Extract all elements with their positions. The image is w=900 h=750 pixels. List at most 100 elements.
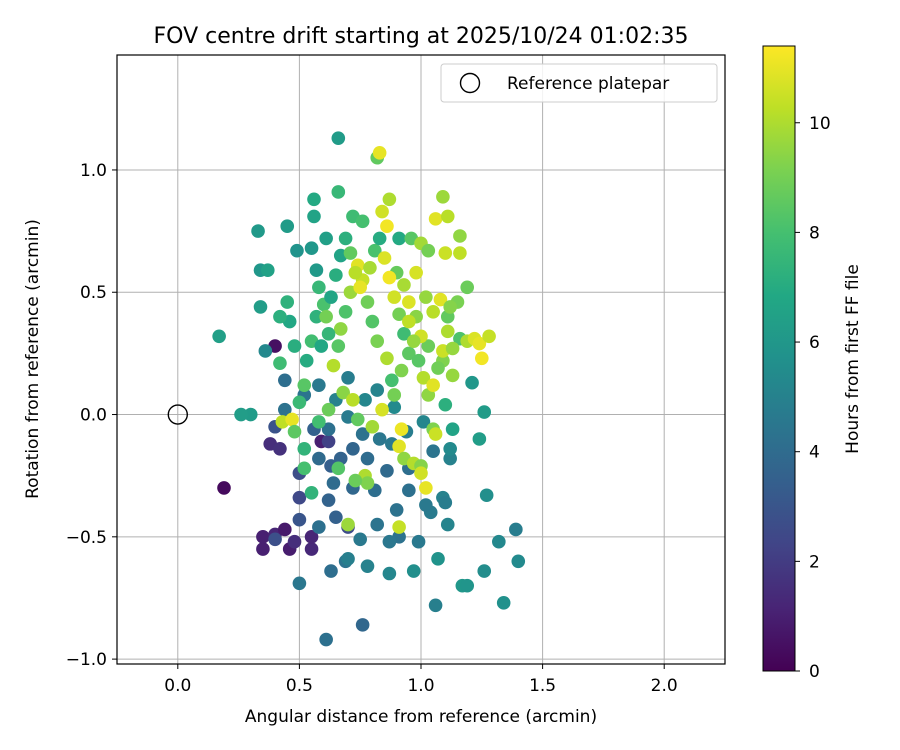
scatter-point bbox=[251, 224, 265, 238]
scatter-point bbox=[346, 441, 360, 456]
scatter-point bbox=[273, 309, 287, 324]
scatter-point bbox=[297, 378, 312, 392]
scatter-points bbox=[212, 131, 526, 647]
colorbar-gradient bbox=[762, 45, 796, 672]
scatter-point bbox=[445, 422, 460, 437]
scatter-point bbox=[304, 485, 319, 500]
scatter-point bbox=[372, 146, 387, 160]
scatter-point bbox=[365, 419, 380, 434]
scatter-point bbox=[397, 327, 411, 341]
scatter-point bbox=[346, 393, 360, 407]
x-tick-label: 2.0 bbox=[651, 676, 678, 696]
scatter-point bbox=[336, 385, 350, 400]
scatter-point bbox=[385, 373, 399, 388]
scatter-point bbox=[387, 290, 402, 304]
scatter-point bbox=[321, 434, 336, 449]
scatter-point bbox=[377, 251, 392, 265]
scatter-point bbox=[273, 441, 287, 456]
colorbar: 0 2 4 6 8 10 Hours from first FF file bbox=[762, 45, 863, 682]
scatter-point bbox=[348, 265, 363, 280]
scatter-point bbox=[280, 219, 295, 234]
scatter-point bbox=[421, 243, 436, 258]
scatter-point bbox=[414, 466, 428, 481]
scatter-point bbox=[321, 402, 336, 417]
scatter-point bbox=[285, 412, 299, 427]
scatter-point bbox=[460, 280, 475, 295]
scatter-point bbox=[360, 295, 375, 309]
scatter-point bbox=[431, 552, 445, 566]
scatter-point bbox=[370, 334, 385, 348]
scatter-point bbox=[280, 295, 295, 309]
y-tick-label: −1.0 bbox=[66, 650, 107, 670]
scatter-point bbox=[402, 295, 416, 309]
scatter-point bbox=[290, 243, 304, 258]
scatter-point bbox=[350, 412, 365, 427]
scatter-point bbox=[278, 402, 292, 417]
colorbar-tick-label: 10 bbox=[809, 114, 831, 134]
scatter-point bbox=[440, 324, 455, 339]
scatter-point bbox=[416, 371, 431, 385]
scatter-point bbox=[287, 339, 302, 353]
scatter-point bbox=[331, 185, 346, 199]
scatter-point bbox=[416, 415, 431, 429]
scatter-point bbox=[392, 520, 406, 534]
y-tick-label: 0.0 bbox=[80, 406, 107, 426]
scatter-point bbox=[324, 290, 338, 304]
scatter-point bbox=[287, 534, 302, 549]
scatter-point bbox=[326, 476, 341, 490]
scatter-point bbox=[453, 229, 467, 243]
scatter-point bbox=[312, 415, 326, 429]
scatter-point bbox=[217, 481, 231, 495]
colorbar-tick-label: 6 bbox=[809, 333, 820, 353]
scatter-point bbox=[253, 300, 268, 314]
scatter-point bbox=[372, 432, 387, 446]
scatter-point bbox=[443, 451, 457, 466]
scatter-point bbox=[511, 554, 526, 569]
scatter-point bbox=[360, 559, 375, 573]
scatter-point bbox=[392, 231, 406, 246]
scatter-point bbox=[370, 517, 385, 532]
scatter-point bbox=[326, 358, 341, 373]
scatter-point bbox=[394, 422, 409, 437]
scatter-point bbox=[319, 309, 333, 324]
scatter-point bbox=[387, 388, 402, 402]
scatter-point bbox=[243, 407, 258, 422]
scatter-point bbox=[355, 427, 370, 441]
scatter-point bbox=[438, 397, 453, 412]
colorbar-tick-label: 8 bbox=[809, 223, 820, 243]
scatter-point bbox=[465, 375, 479, 390]
y-axis-label: Rotation from reference (arcmin) bbox=[23, 219, 43, 499]
scatter-point bbox=[312, 280, 326, 295]
y-axis-ticks: −1.0 −0.5 0.0 0.5 1.0 bbox=[66, 161, 117, 670]
scatter-point bbox=[256, 530, 270, 544]
scatter-point bbox=[375, 402, 389, 417]
scatter-point bbox=[212, 329, 226, 344]
legend-open-circle-icon bbox=[459, 72, 481, 94]
scatter-point bbox=[445, 368, 460, 383]
scatter-point bbox=[411, 534, 426, 549]
scatter-point bbox=[260, 263, 275, 278]
scatter-point bbox=[341, 552, 355, 566]
legend: Reference platepar bbox=[440, 63, 718, 103]
x-axis-ticks: 0.0 0.5 1.0 1.5 2.0 bbox=[164, 664, 678, 696]
scatter-point bbox=[445, 341, 460, 356]
scatter-point bbox=[496, 596, 511, 610]
scatter-point bbox=[292, 490, 307, 505]
x-tick-label: 0.0 bbox=[164, 676, 191, 696]
scatter-point bbox=[353, 532, 368, 547]
scatter-point bbox=[292, 512, 307, 527]
scatter-point bbox=[402, 483, 416, 498]
scatter-point bbox=[460, 578, 475, 593]
scatter-point bbox=[331, 461, 346, 476]
scatter-point bbox=[477, 564, 492, 578]
scatter-point bbox=[329, 510, 343, 525]
scatter-point bbox=[419, 498, 433, 512]
scatter-point bbox=[329, 268, 343, 282]
scatter-point bbox=[343, 246, 358, 260]
scatter-point bbox=[331, 339, 346, 353]
scatter-point bbox=[380, 219, 394, 234]
scatter-point bbox=[475, 351, 489, 366]
scatter-point bbox=[287, 424, 302, 439]
scatter-point bbox=[319, 231, 333, 246]
legend-box bbox=[440, 63, 718, 103]
